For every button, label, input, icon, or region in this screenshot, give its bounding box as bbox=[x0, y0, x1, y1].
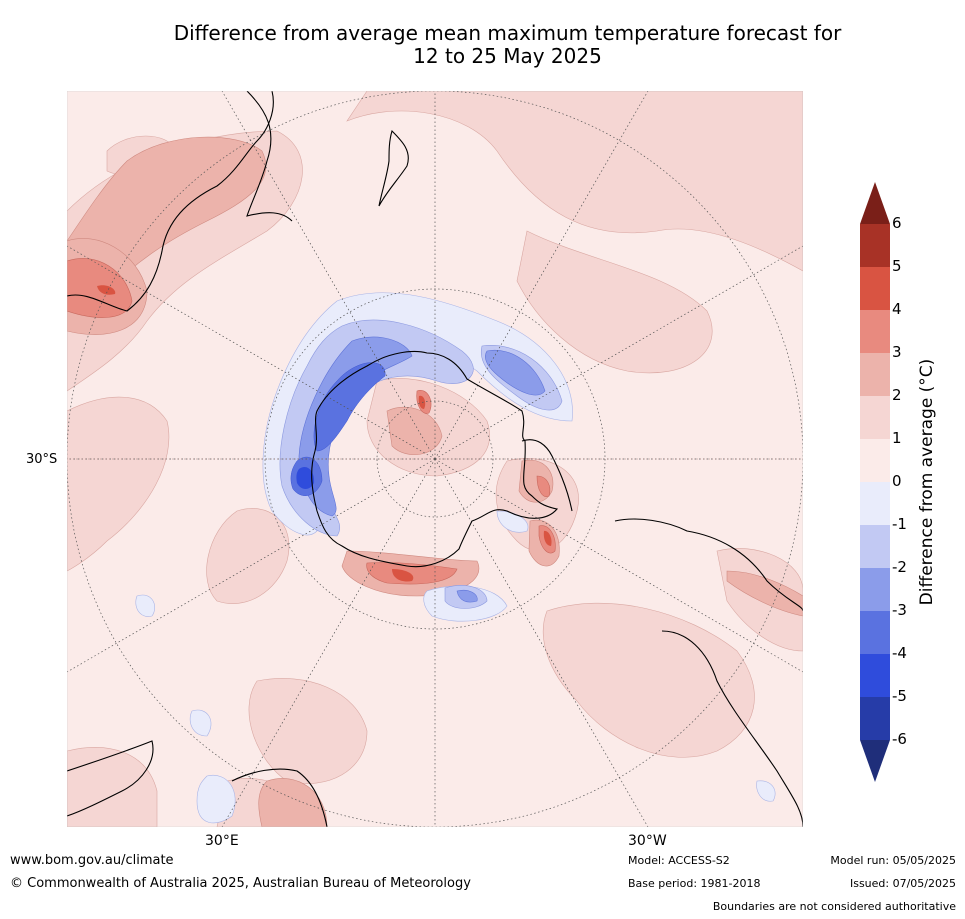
anomaly-area bbox=[298, 336, 413, 517]
footer-model: Model: ACCESS-S2 bbox=[628, 854, 730, 867]
chart-title: Difference from average mean maximum tem… bbox=[0, 22, 965, 68]
anomaly-area bbox=[543, 530, 552, 546]
colorbar-title: Difference from average (°C) bbox=[917, 358, 937, 606]
colorbar bbox=[858, 182, 958, 784]
anomaly-area bbox=[206, 508, 290, 604]
footer-base-period: Base period: 1981-2018 bbox=[628, 877, 761, 890]
graticule-meridian bbox=[221, 91, 436, 460]
anomaly-area bbox=[296, 466, 315, 489]
title-line-2: 12 to 25 May 2025 bbox=[413, 44, 602, 68]
anomaly-area bbox=[516, 230, 713, 374]
anomaly-area bbox=[189, 709, 212, 737]
coastline-australia-south bbox=[246, 91, 293, 222]
anomaly-area bbox=[135, 594, 156, 617]
anomaly-area bbox=[418, 395, 426, 409]
latitude-label-30s: 30°S bbox=[26, 452, 58, 467]
coastline-africa bbox=[67, 740, 154, 817]
anomaly-area bbox=[248, 678, 368, 784]
anomaly-area bbox=[726, 570, 803, 617]
map-svg bbox=[67, 91, 803, 827]
footer-disclaimer: Boundaries are not considered authoritat… bbox=[712, 900, 956, 913]
colorbar-tick-label: 6 bbox=[892, 214, 902, 232]
coastline-antarctica bbox=[311, 350, 559, 568]
colorbar-tick-label: 1 bbox=[892, 429, 902, 447]
anomaly-area bbox=[97, 285, 116, 295]
graticule-meridian bbox=[434, 458, 803, 673]
coastline-africa-2 bbox=[231, 768, 328, 827]
graticule-meridian bbox=[434, 91, 649, 460]
graticule-meridian bbox=[67, 245, 436, 460]
colorbar-tick-label: 2 bbox=[892, 386, 902, 404]
longitude-label-30e: 30°E bbox=[205, 833, 239, 849]
coastline-new-zealand bbox=[378, 129, 409, 207]
colorbar-cell bbox=[860, 353, 890, 396]
colorbar-tick-label: -2 bbox=[892, 558, 907, 576]
anomaly-area bbox=[542, 602, 755, 758]
anomaly-area bbox=[392, 569, 414, 582]
colorbar-tick-label: -4 bbox=[892, 644, 907, 662]
anomaly-area bbox=[485, 349, 546, 396]
colorbar-tick-label: 3 bbox=[892, 343, 902, 361]
anomaly-area bbox=[196, 774, 236, 824]
colorbar-tick-label: -1 bbox=[892, 515, 907, 533]
anomaly-area bbox=[536, 475, 551, 497]
colorbar-extend-bottom bbox=[860, 740, 890, 782]
footer-website[interactable]: www.bom.gov.au/climate bbox=[10, 853, 174, 868]
footer-copyright: © Commonwealth of Australia 2025, Austra… bbox=[10, 876, 471, 891]
colorbar-tick-label: 0 bbox=[892, 472, 902, 490]
colorbar-cell bbox=[860, 224, 890, 267]
colorbar-tick-label: -3 bbox=[892, 601, 907, 619]
title-line-1: Difference from average mean maximum tem… bbox=[173, 21, 842, 45]
coastline-south-america-2 bbox=[661, 630, 803, 827]
anomaly-area bbox=[366, 562, 458, 585]
colorbar-cell bbox=[860, 482, 890, 525]
graticule-meridian bbox=[434, 245, 803, 460]
colorbar-cell bbox=[860, 396, 890, 439]
colorbar-extend-top bbox=[860, 182, 890, 224]
graticule-meridian bbox=[221, 458, 436, 827]
polar-map bbox=[67, 91, 803, 827]
colorbar-cell bbox=[860, 310, 890, 353]
graticule-meridian bbox=[67, 458, 436, 673]
longitude-label-30w: 30°W bbox=[628, 833, 667, 849]
coastline-australia bbox=[67, 91, 274, 312]
colorbar-cell bbox=[860, 439, 890, 482]
footer-model-run: Model run: 05/05/2025 bbox=[830, 854, 956, 867]
coastline-antarctic-peninsula bbox=[521, 439, 573, 512]
anomaly-area bbox=[456, 589, 478, 603]
colorbar-cell bbox=[860, 525, 890, 568]
colorbar-svg bbox=[860, 182, 890, 782]
anomaly-area bbox=[313, 362, 386, 452]
coastline-south-america bbox=[614, 518, 803, 612]
colorbar-cell bbox=[860, 654, 890, 697]
colorbar-tick-label: 5 bbox=[892, 257, 902, 275]
colorbar-cell bbox=[860, 611, 890, 654]
colorbar-cell bbox=[860, 697, 890, 740]
colorbar-cell bbox=[860, 267, 890, 310]
graticule-meridian bbox=[434, 458, 649, 827]
anomaly-area bbox=[67, 396, 170, 572]
footer-issued: Issued: 07/05/2025 bbox=[849, 877, 956, 890]
colorbar-cell bbox=[860, 568, 890, 611]
colorbar-tick-label: 4 bbox=[892, 300, 902, 318]
colorbar-tick-label: -6 bbox=[892, 730, 907, 748]
colorbar-tick-label: -5 bbox=[892, 687, 907, 705]
anomaly-area bbox=[756, 780, 776, 802]
